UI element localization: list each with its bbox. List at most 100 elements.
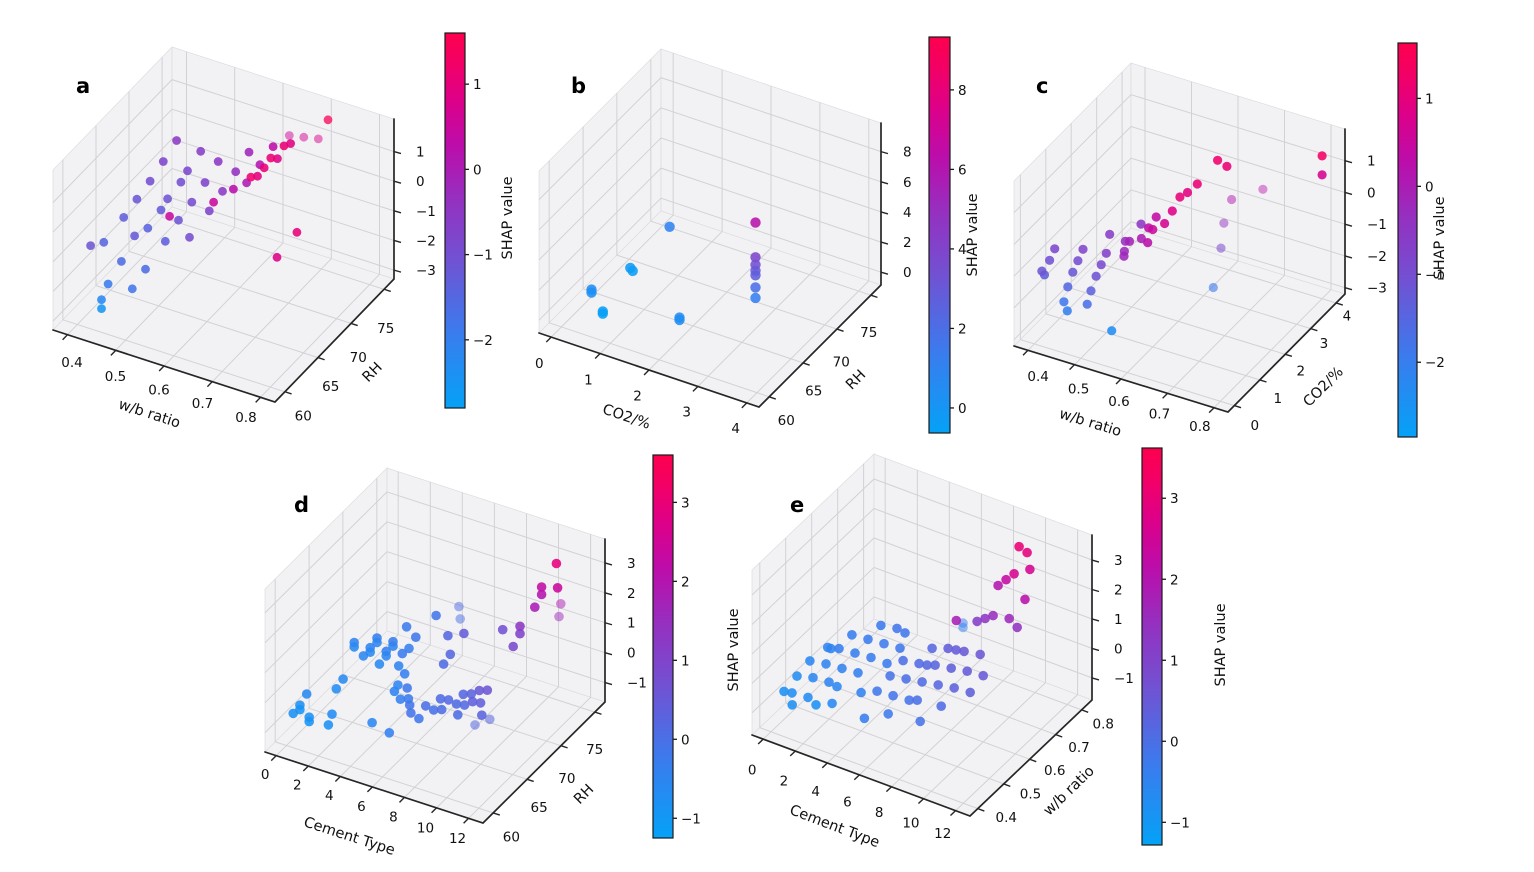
svg-text:6: 6 xyxy=(958,162,967,178)
svg-text:0: 0 xyxy=(416,174,425,190)
plot-d-points xyxy=(288,558,566,738)
svg-text:6: 6 xyxy=(843,794,852,810)
svg-text:−1: −1 xyxy=(627,676,647,692)
svg-text:1: 1 xyxy=(584,372,593,388)
plot-b-y-axis-label: RH xyxy=(843,367,869,393)
svg-text:75: 75 xyxy=(377,321,394,337)
svg-text:−1: −1 xyxy=(1367,217,1387,233)
svg-text:−2: −2 xyxy=(1425,355,1445,371)
svg-text:2: 2 xyxy=(681,574,690,590)
subplot-c-label: c xyxy=(1036,74,1049,98)
svg-text:8: 8 xyxy=(875,805,884,821)
svg-text:70: 70 xyxy=(833,354,850,370)
svg-text:−3: −3 xyxy=(416,263,436,279)
svg-text:−1: −1 xyxy=(1114,671,1134,687)
plot-c-y-axis-label: CO2/% xyxy=(1301,364,1347,410)
svg-text:0.7: 0.7 xyxy=(1149,407,1170,423)
svg-text:0: 0 xyxy=(1250,418,1259,434)
plot-d-colorbar-label: SHAP value xyxy=(726,608,742,691)
svg-text:70: 70 xyxy=(350,350,367,366)
svg-text:0.7: 0.7 xyxy=(192,396,213,412)
svg-text:0: 0 xyxy=(958,401,967,417)
svg-text:0.5: 0.5 xyxy=(105,369,126,385)
svg-text:2: 2 xyxy=(1170,572,1179,588)
svg-text:2: 2 xyxy=(293,777,302,793)
svg-text:−3: −3 xyxy=(1367,281,1387,297)
plot-a-points xyxy=(86,115,333,313)
plot-b-x-axis-label: CO2/% xyxy=(600,402,652,433)
plot-d-x-axis-label: Cement Type xyxy=(302,814,397,859)
plot-e-points xyxy=(779,541,1035,727)
subplot-b-label: b xyxy=(571,74,587,98)
plot-c-x-axis-label: w/b ratio xyxy=(1057,406,1123,440)
plot-e-colorbar: 3 2 1 0 −1 SHAP value xyxy=(1141,447,1229,846)
svg-text:0.8: 0.8 xyxy=(1093,716,1114,732)
plot-a-grid xyxy=(52,51,395,398)
svg-text:10: 10 xyxy=(902,816,919,832)
plot-d-colorbar: 3 2 1 0 −1 SHAP value xyxy=(652,454,742,839)
svg-text:65: 65 xyxy=(805,384,822,400)
plot-a-colorbar-label: SHAP value xyxy=(500,176,516,259)
svg-text:2: 2 xyxy=(633,389,642,405)
svg-text:0: 0 xyxy=(1367,185,1376,201)
svg-text:2: 2 xyxy=(903,235,912,251)
svg-text:−2: −2 xyxy=(473,333,493,349)
svg-text:4: 4 xyxy=(958,242,967,258)
svg-text:2: 2 xyxy=(1297,363,1306,379)
svg-text:2: 2 xyxy=(780,773,789,789)
plot-e-colorbar-label: SHAP value xyxy=(1213,603,1229,686)
plot-e-x-axis-label: Cement Type xyxy=(787,802,881,851)
svg-text:1: 1 xyxy=(1114,612,1123,628)
svg-text:2: 2 xyxy=(1114,583,1123,599)
svg-text:4: 4 xyxy=(903,205,912,221)
subplot-a-label: a xyxy=(76,74,91,98)
plot-a-ticks: 0.4 0.5 0.6 0.7 0.8 60 65 70 75 1 0 −1 −2 −3 xyxy=(61,145,436,426)
svg-text:4: 4 xyxy=(1343,309,1352,325)
svg-text:3: 3 xyxy=(627,556,636,572)
svg-text:0.6: 0.6 xyxy=(148,383,169,399)
svg-text:6: 6 xyxy=(903,175,912,191)
svg-text:1: 1 xyxy=(1367,154,1376,170)
svg-text:0: 0 xyxy=(748,763,757,779)
svg-text:60: 60 xyxy=(503,829,520,845)
svg-text:1: 1 xyxy=(1425,91,1434,107)
svg-text:4: 4 xyxy=(811,784,820,800)
svg-text:0: 0 xyxy=(1114,641,1123,657)
svg-text:1: 1 xyxy=(1170,653,1179,669)
svg-text:0: 0 xyxy=(627,646,636,662)
svg-text:1: 1 xyxy=(627,616,636,632)
svg-text:0: 0 xyxy=(1170,734,1179,750)
svg-text:−1: −1 xyxy=(416,204,436,220)
svg-text:75: 75 xyxy=(586,742,603,758)
svg-text:−1: −1 xyxy=(1170,815,1190,831)
plot-c-colorbar-label: SHAP value xyxy=(1432,196,1448,279)
svg-text:0: 0 xyxy=(261,767,270,783)
svg-text:60: 60 xyxy=(295,408,312,424)
svg-text:0: 0 xyxy=(535,356,544,372)
svg-text:1: 1 xyxy=(681,653,690,669)
svg-text:−1: −1 xyxy=(681,811,701,827)
svg-text:1: 1 xyxy=(1274,391,1283,407)
svg-text:10: 10 xyxy=(417,820,434,836)
svg-text:0: 0 xyxy=(681,732,690,748)
svg-text:1: 1 xyxy=(473,77,482,93)
svg-text:0.8: 0.8 xyxy=(235,410,256,426)
subplot-d-label: d xyxy=(294,493,310,517)
svg-text:0.6: 0.6 xyxy=(1108,394,1129,410)
svg-text:75: 75 xyxy=(860,325,877,341)
svg-text:4: 4 xyxy=(731,421,740,437)
svg-text:3: 3 xyxy=(681,495,690,511)
svg-text:0: 0 xyxy=(1425,179,1434,195)
svg-text:8: 8 xyxy=(903,145,912,161)
svg-text:−1: −1 xyxy=(473,248,493,264)
plot-b-points xyxy=(586,217,761,326)
plot-c-grid xyxy=(1013,67,1346,409)
svg-text:0.4: 0.4 xyxy=(996,810,1017,826)
